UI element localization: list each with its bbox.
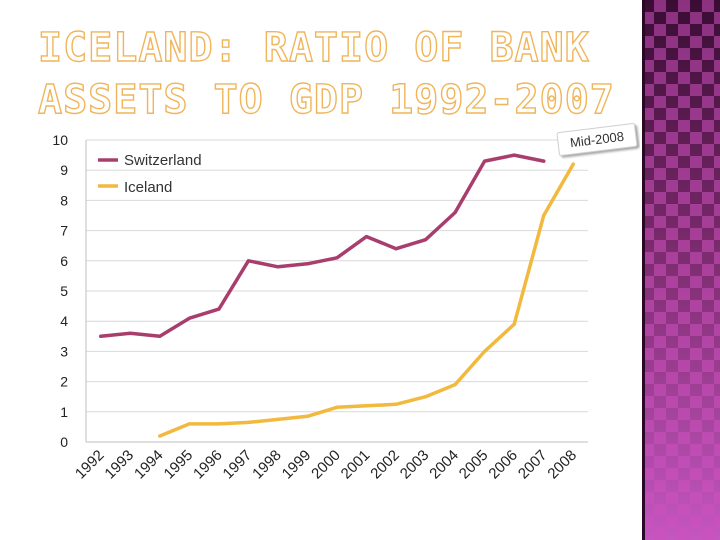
y-tick-label-6: 6 <box>60 253 68 269</box>
slide-title-line-1: ICELAND: RATIO OF BANK <box>37 24 590 71</box>
x-tick-label-1998: 1998 <box>249 447 285 483</box>
legend-label-iceland: Iceland <box>124 179 172 196</box>
data-point-iceland-1996 <box>217 422 221 426</box>
x-tick-label-1997: 1997 <box>220 447 256 483</box>
data-point-iceland-2008 <box>571 162 575 166</box>
y-tick-label-10: 10 <box>52 132 68 148</box>
data-point-switzerland-2007 <box>542 159 546 163</box>
callout-label: Mid-2008 <box>569 129 625 150</box>
y-tick-label-1: 1 <box>60 404 68 420</box>
x-tick-label-1995: 1995 <box>161 447 197 483</box>
data-point-iceland-1994 <box>158 434 162 438</box>
data-point-iceland-1998 <box>276 417 280 421</box>
data-point-iceland-2007 <box>542 213 546 218</box>
y-tick-label-0: 0 <box>60 434 68 450</box>
data-point-iceland-1999 <box>305 414 310 418</box>
x-tick-label-2003: 2003 <box>397 447 433 483</box>
x-axis-tick-labels: 1992199319941995199619971998199920002001… <box>72 447 580 483</box>
x-tick-label-2002: 2002 <box>367 447 403 483</box>
mid-2008-callout: Mid-2008 <box>556 123 638 156</box>
x-tick-label-1993: 1993 <box>102 447 138 483</box>
data-point-iceland-2003 <box>423 395 428 399</box>
data-point-iceland-2005 <box>483 349 487 353</box>
x-tick-label-2008: 2008 <box>544 447 580 483</box>
data-point-switzerland-1999 <box>305 262 310 266</box>
series-line-iceland <box>158 162 575 438</box>
chart-gridlines <box>86 139 588 413</box>
legend-label-switzerland: Switzerland <box>124 152 202 169</box>
x-tick-label-1992: 1992 <box>72 447 108 483</box>
x-tick-label-2005: 2005 <box>456 447 492 483</box>
data-point-switzerland-1995 <box>187 316 191 320</box>
slide-title: ICELAND: RATIO OF BANK ASSETS TO GDP 199… <box>37 22 628 126</box>
x-tick-label-2004: 2004 <box>426 447 462 483</box>
data-point-switzerland-2001 <box>364 235 369 239</box>
data-point-switzerland-1998 <box>276 265 280 269</box>
data-point-iceland-2006 <box>512 322 516 326</box>
x-tick-label-2006: 2006 <box>485 447 521 483</box>
slide-title-line-2: ASSETS TO GDP 1992-2007 <box>37 76 615 123</box>
data-point-iceland-2001 <box>364 404 369 408</box>
x-tick-label-1994: 1994 <box>131 447 167 483</box>
data-point-switzerland-2003 <box>423 238 428 242</box>
y-tick-label-3: 3 <box>60 343 68 359</box>
data-point-iceland-2004 <box>453 383 457 387</box>
x-tick-label-1999: 1999 <box>279 447 315 483</box>
data-point-switzerland-2006 <box>512 153 516 157</box>
data-point-iceland-2000 <box>335 405 339 409</box>
callout-box <box>556 123 638 156</box>
y-axis-tick-labels: 0 1 2 3 4 5 6 7 8 9 10 <box>52 132 68 450</box>
x-tick-label-2007: 2007 <box>515 447 551 483</box>
decorative-side-panel <box>642 0 720 540</box>
data-point-switzerland-1993 <box>128 331 132 335</box>
data-point-switzerland-1992 <box>99 334 103 338</box>
data-point-iceland-1995 <box>187 422 191 426</box>
y-tick-label-8: 8 <box>60 192 68 208</box>
chart-legend: Switzerland Iceland <box>98 152 202 196</box>
x-tick-label-1996: 1996 <box>190 447 226 483</box>
data-point-switzerland-1997 <box>246 259 251 263</box>
x-tick-label-2000: 2000 <box>308 447 344 483</box>
chart-series-lines <box>99 153 575 438</box>
data-point-switzerland-2000 <box>335 256 339 260</box>
data-point-iceland-1997 <box>246 420 251 424</box>
y-tick-label-7: 7 <box>60 223 68 239</box>
y-tick-label-5: 5 <box>60 283 68 299</box>
data-point-switzerland-2002 <box>394 247 398 251</box>
data-point-iceland-2002 <box>394 402 398 406</box>
data-point-switzerland-2005 <box>483 159 487 163</box>
y-tick-label-4: 4 <box>60 313 68 329</box>
data-point-switzerland-1996 <box>217 307 221 311</box>
data-point-switzerland-2004 <box>453 210 457 215</box>
data-point-switzerland-1994 <box>158 334 162 338</box>
chart-axes <box>85 140 588 443</box>
y-tick-label-9: 9 <box>60 162 68 178</box>
series-line-switzerland <box>99 153 546 339</box>
x-tick-label-2001: 2001 <box>338 447 374 483</box>
y-tick-label-2: 2 <box>60 374 68 390</box>
